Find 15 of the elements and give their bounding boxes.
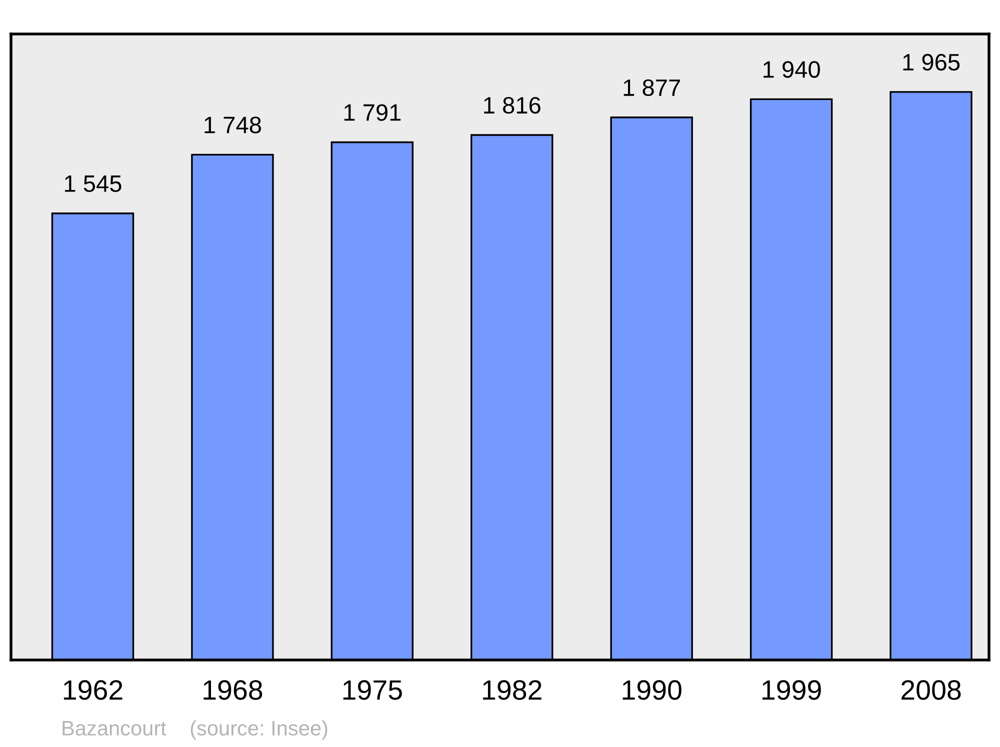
data-label: 1 965 [903, 54, 960, 71]
x-tick-label: 1968 [204, 680, 262, 700]
x-tick-label: 1962 [64, 680, 122, 700]
x-tick-label: 1999 [762, 680, 821, 700]
data-label: 1 791 [344, 104, 401, 121]
data-label: 1 748 [204, 116, 261, 134]
x-tick-label: 1990 [622, 680, 682, 700]
data-label: 1 816 [484, 96, 540, 114]
text: Bazancourt (source: Insee) [62, 720, 328, 740]
x-tick-label: 1975 [343, 680, 402, 700]
data-label: 1 940 [764, 61, 820, 78]
data-label: 1 877 [624, 79, 680, 96]
x-tick-label: 1982 [483, 680, 542, 700]
x-tick-label: 2008 [902, 680, 961, 700]
data-label: 1 545 [64, 176, 122, 192]
